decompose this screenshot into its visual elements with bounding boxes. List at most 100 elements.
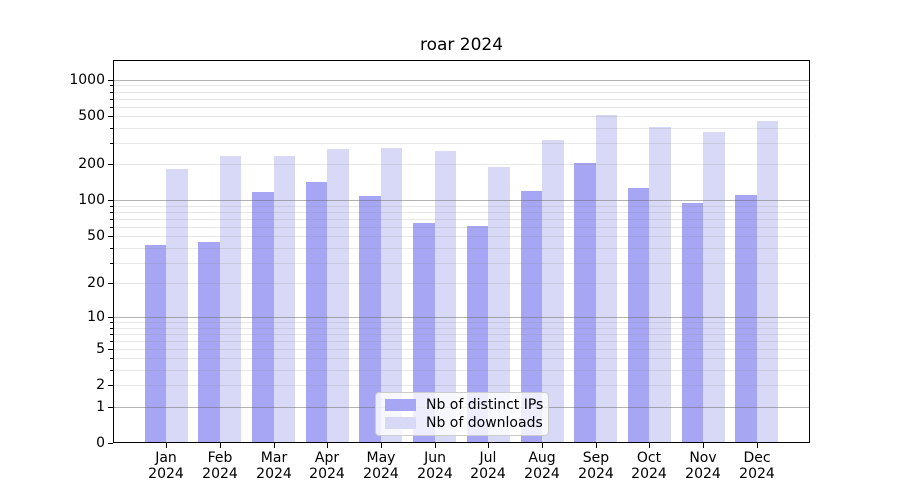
y-tick-20 [108,283,113,284]
y-tick-label-50: 50 [87,228,105,244]
x-tick-label-month-may: May [366,450,396,466]
y-minortick-800 [110,92,113,93]
y-tick-2 [108,385,113,386]
x-tick-label-year-feb: 2024 [202,466,238,482]
y-tick-0 [108,443,113,444]
x-tick-jun [435,443,436,448]
y-tick-label-1: 1 [96,399,105,415]
y-tick-1000 [108,80,113,81]
bar-downloads-may [380,147,403,443]
x-tick-label-month-aug: Aug [528,450,556,466]
y-minortick-3 [110,370,113,371]
legend-label-distinct-ips: Nb of distinct IPs [426,397,544,413]
x-tick-label-year-aug: 2024 [524,466,560,482]
legend-item-downloads: Nb of downloads [385,415,543,431]
x-tick-label-year-dec: 2024 [739,466,775,482]
gridline-y-800 [113,92,810,93]
y-minortick-6 [110,341,113,342]
gridline-y-700 [113,99,810,100]
x-tick-label-mar: Mar 2024 [239,450,309,482]
x-tick-label-jun: Jun 2024 [400,450,470,482]
legend-label-downloads: Nb of downloads [426,415,543,431]
x-tick-jul [488,443,489,448]
chart-title: roar 2024 [419,35,504,55]
y-tick-label-500: 500 [78,108,105,124]
y-minortick-4 [110,358,113,359]
x-tick-oct [649,443,650,448]
x-tick-label-month-apr: Apr [314,450,340,466]
y-minortick-300 [110,143,113,144]
x-tick-label-apr: Apr 2024 [292,450,362,482]
x-tick-label-month-oct: Oct [636,450,662,466]
y-minortick-600 [110,107,113,108]
y-tick-label-5: 5 [96,341,105,357]
y-minortick-70 [110,219,113,220]
bar-downloads-oct [649,127,671,443]
x-tick-jan [166,443,167,448]
x-tick-label-may: May 2024 [346,450,416,482]
bar-downloads-feb [219,155,242,443]
y-tick-label-1000: 1000 [69,72,105,88]
y-tick-label-20: 20 [87,275,105,291]
bar-distinct-ips-oct [627,188,650,443]
x-tick-label-nov: Nov 2024 [668,450,738,482]
bar-distinct-ips-jul [466,226,489,443]
x-tick-may [381,443,382,448]
bar-distinct-ips-dec [735,195,757,443]
x-tick-label-month-jul: Jul [479,450,497,466]
x-tick-label-month-dec: Dec [743,450,771,466]
y-tick-500 [108,116,113,117]
x-tick-label-year-mar: 2024 [256,466,292,482]
y-tick-label-100: 100 [78,192,105,208]
x-tick-label-year-sep: 2024 [578,466,614,482]
x-tick-label-month-mar: Mar [260,450,288,466]
x-tick-feb [220,443,221,448]
bar-downloads-jul [488,166,510,443]
bar-distinct-ips-nov [681,202,704,443]
x-tick-label-month-jun: Jun [424,450,446,466]
x-tick-label-sep: Sep 2024 [561,450,631,482]
x-tick-label-year-oct: 2024 [631,466,667,482]
x-tick-label-jan: Jan 2024 [131,450,201,482]
y-minortick-900 [110,85,113,86]
bar-downloads-aug [542,139,564,443]
x-tick-label-year-jul: 2024 [470,466,506,482]
bar-distinct-ips-feb [198,241,220,443]
x-tick-label-dec: Dec 2024 [722,450,792,482]
bar-downloads-jan [166,168,188,443]
y-tick-200 [108,164,113,165]
y-minortick-8 [110,328,113,329]
legend-swatch-distinct-ips [385,399,416,411]
bar-distinct-ips-mar [252,191,274,443]
y-tick-label-0: 0 [96,435,105,451]
plot-area [113,60,810,443]
bar-distinct-ips-apr [305,182,328,443]
bar-distinct-ips-sep [574,162,596,443]
x-tick-label-year-jan: 2024 [148,466,184,482]
x-tick-label-oct: Oct 2024 [614,450,684,482]
y-tick-label-200: 200 [78,156,105,172]
x-tick-label-aug: Aug 2024 [507,450,577,482]
x-tick-nov [703,443,704,448]
bar-downloads-apr [327,148,349,443]
x-tick-label-year-jun: 2024 [417,466,453,482]
bar-distinct-ips-jun [413,222,435,443]
x-tick-label-month-sep: Sep [582,450,610,466]
x-tick-label-year-nov: 2024 [685,466,721,482]
bar-downloads-sep [595,115,618,443]
y-tick-5 [108,349,113,350]
legend: Nb of distinct IPs Nb of downloads [375,392,549,436]
y-minortick-9 [110,322,113,323]
y-minortick-80 [110,212,113,213]
y-tick-10 [108,317,113,318]
x-tick-label-year-apr: 2024 [309,466,345,482]
legend-item-distinct-ips: Nb of distinct IPs [385,397,543,413]
y-minortick-40 [110,248,113,249]
gridline-y-500 [113,116,810,117]
bar-distinct-ips-may [359,195,381,443]
x-tick-label-feb: Feb 2024 [185,450,255,482]
bar-downloads-jun [434,150,457,443]
x-tick-label-jul: Jul 2024 [453,450,523,482]
y-minortick-60 [110,227,113,228]
